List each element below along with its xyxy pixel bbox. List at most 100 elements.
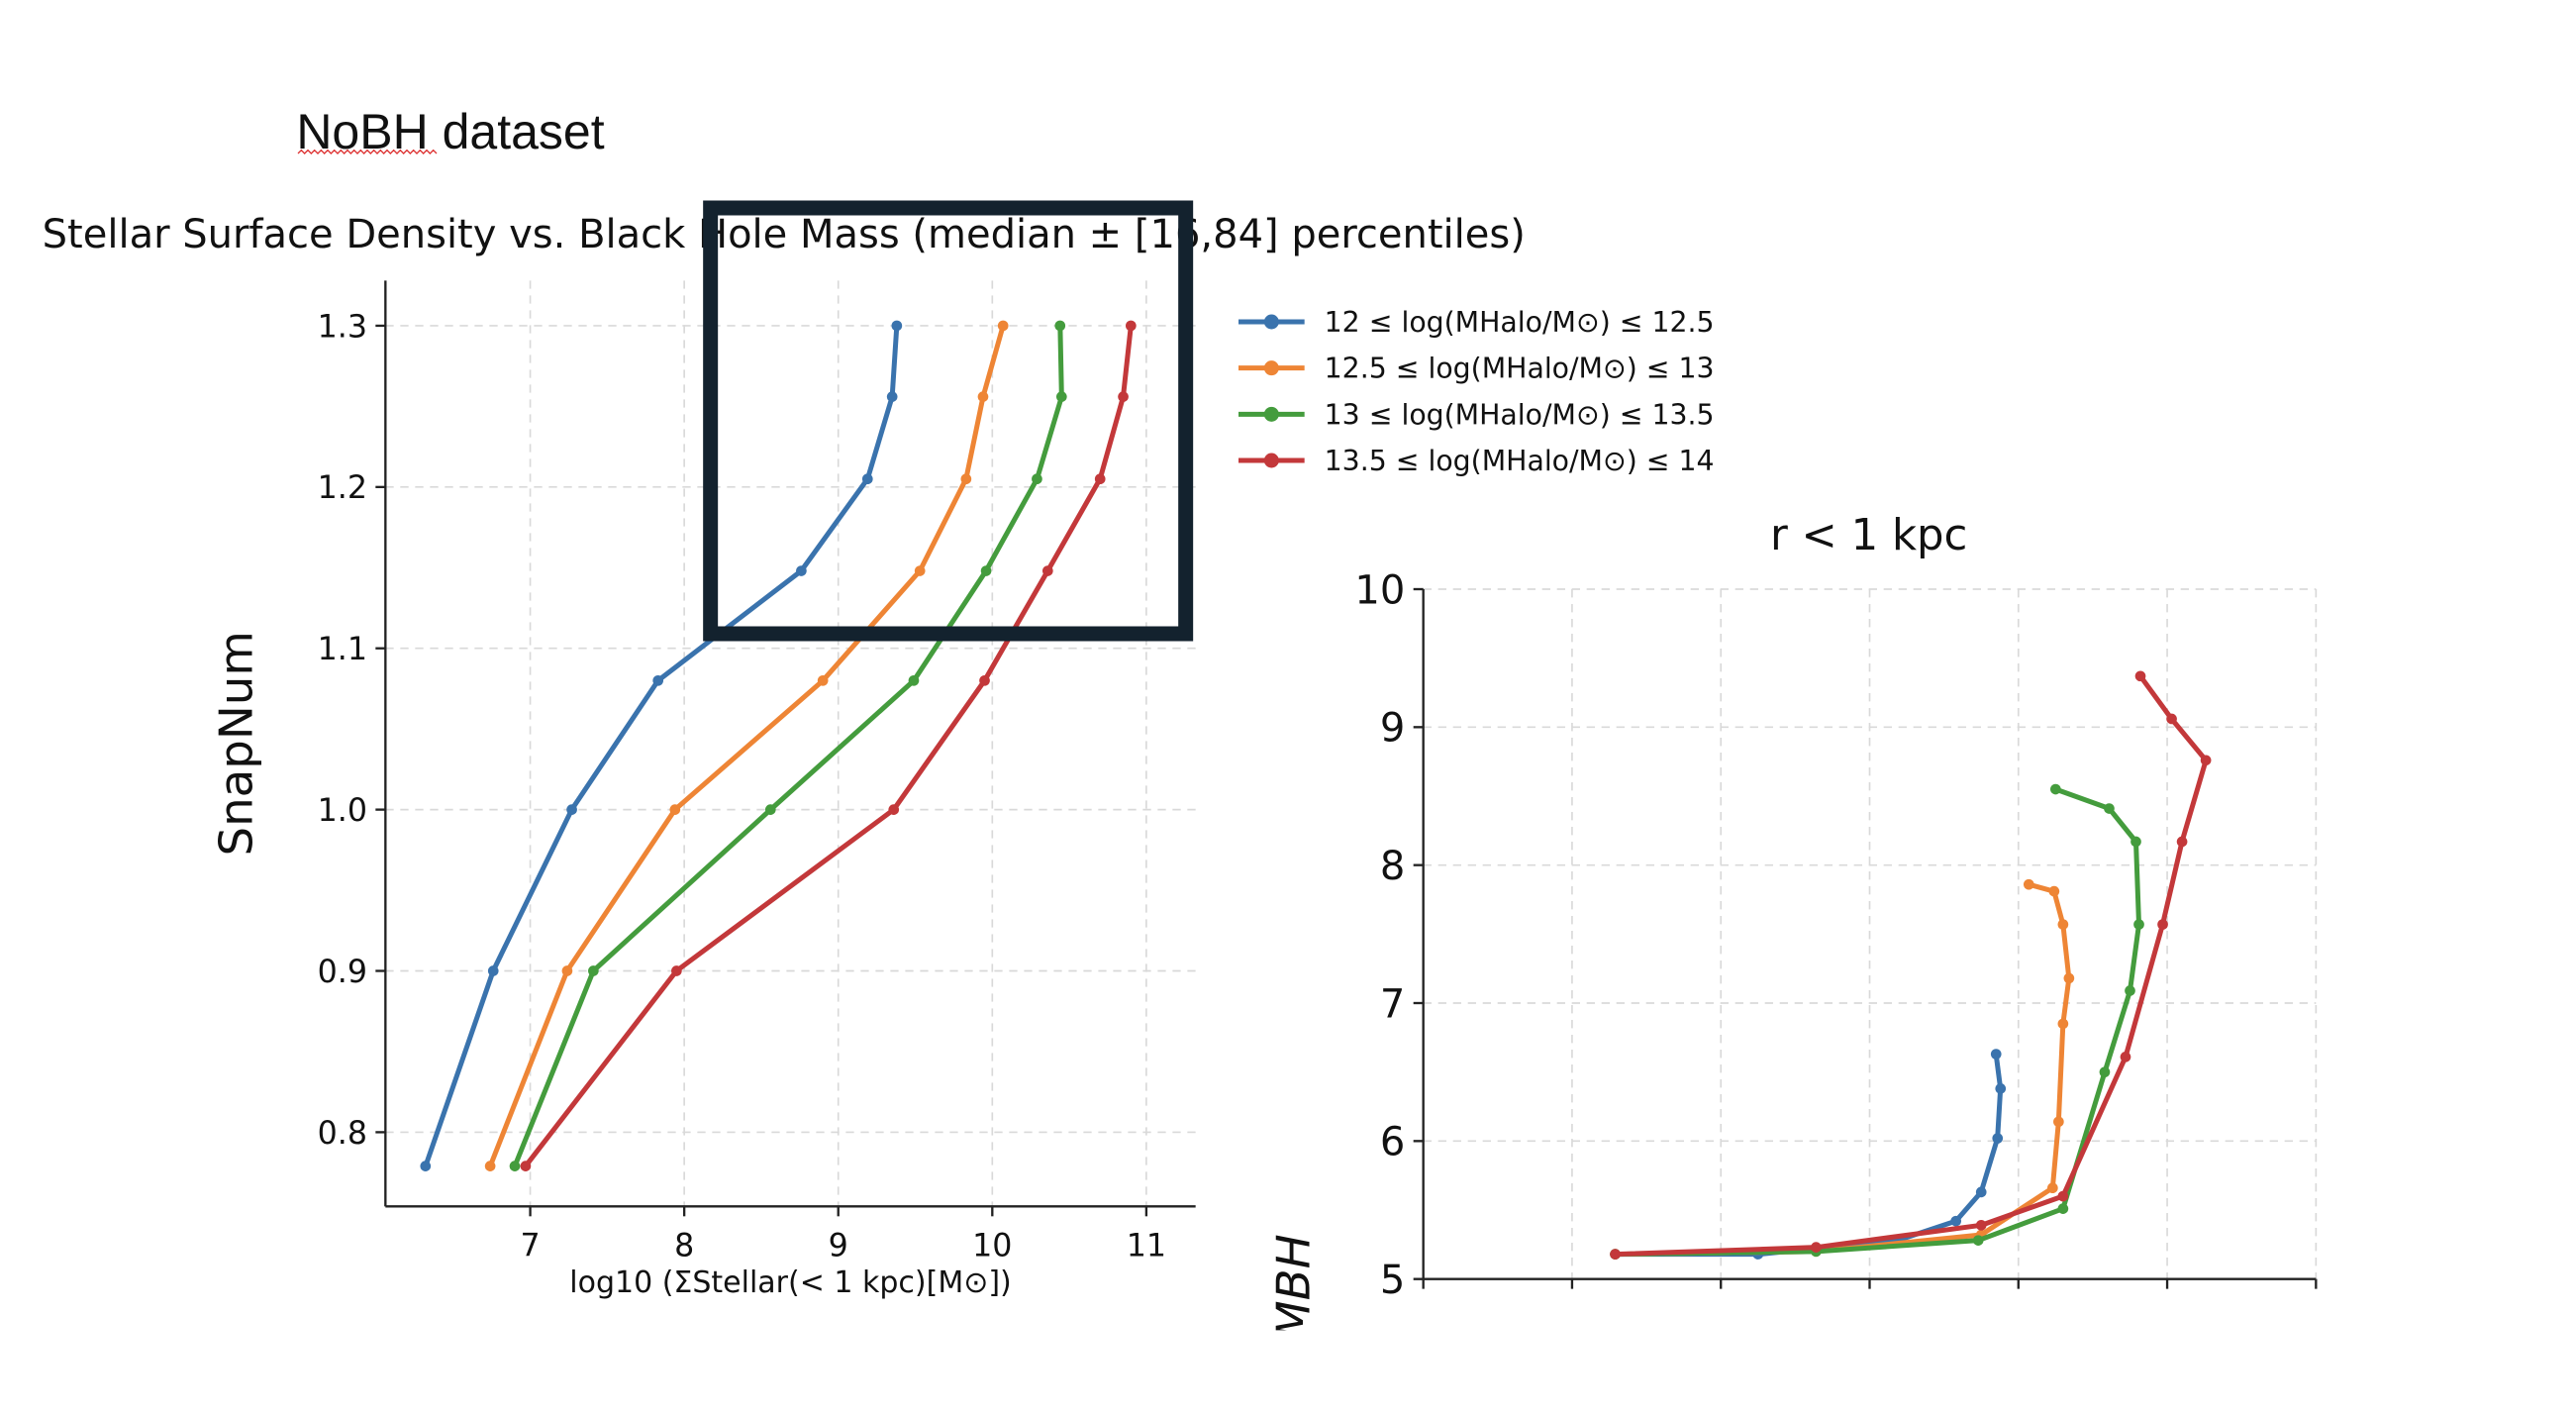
point [566, 804, 577, 815]
point [1041, 565, 1053, 576]
point [886, 391, 898, 402]
point [2125, 985, 2135, 996]
legend-marker [1263, 314, 1279, 330]
point [2057, 1203, 2069, 1214]
point [2120, 1052, 2131, 1062]
point [2048, 885, 2060, 897]
point [1950, 1215, 1961, 1227]
point [1054, 320, 1066, 332]
point [487, 965, 499, 976]
point [997, 320, 1009, 332]
y-tick-label: 5 [1380, 1258, 1405, 1303]
series-line [523, 325, 1134, 1168]
point [977, 391, 989, 402]
legend-marker [1263, 360, 1279, 376]
point [914, 565, 926, 576]
x-tick-label: 11 [1127, 1228, 1166, 1264]
y-tick-label: 1.1 [318, 632, 367, 667]
y-tick-label: 1.2 [318, 470, 367, 506]
point [1125, 320, 1137, 332]
point [1118, 391, 1129, 402]
chart-title: r < 1 kpc [1770, 511, 1967, 560]
series-line [1615, 1054, 2004, 1258]
point [980, 565, 992, 576]
point [1610, 1249, 1621, 1260]
point [888, 804, 900, 815]
point [2176, 836, 2188, 848]
x-tick-label: 10 [972, 1228, 1012, 1264]
point [588, 965, 599, 976]
legend-marker [1263, 453, 1279, 468]
x-tick-label: 7 [520, 1228, 540, 1264]
legend-label: 12.5 ≤ log(MHalo/M⊙) ≤ 13 [1325, 353, 1715, 385]
point [1990, 1049, 2002, 1060]
series-line [1615, 786, 2141, 1258]
y-tick-label: 10 [1354, 567, 1405, 613]
point [2130, 836, 2141, 848]
point [979, 674, 990, 686]
point [669, 804, 681, 815]
point [764, 804, 776, 815]
point [484, 1161, 496, 1171]
point [2157, 919, 2168, 930]
series-line [487, 325, 1006, 1167]
y-tick-label: 6 [1380, 1120, 1405, 1165]
point [1811, 1242, 1822, 1253]
point [1032, 473, 1042, 485]
point [960, 473, 972, 485]
legend-label: 13 ≤ log(MHalo/M⊙) ≤ 13.5 [1325, 398, 1715, 431]
y-tick-label: 0.8 [318, 1116, 367, 1152]
point [2057, 1018, 2069, 1030]
point [509, 1161, 521, 1171]
point [2047, 1182, 2058, 1194]
series-line [1615, 674, 2209, 1258]
point [2053, 1116, 2064, 1128]
y-axis-label: SnapNum [210, 631, 263, 856]
y-tick-label: 1.3 [318, 309, 367, 345]
x-axis-label: log10 (ΣStellar(< 1 kpc)[M⊙]) [569, 1265, 1012, 1300]
series-line [512, 325, 1064, 1167]
point [2099, 1066, 2111, 1077]
point [1975, 1219, 1987, 1231]
point [2057, 919, 2069, 930]
point [908, 674, 920, 686]
point [796, 565, 807, 576]
y-tick-label: 7 [1380, 981, 1405, 1027]
point [2063, 972, 2075, 984]
point [1992, 1133, 2004, 1144]
point [520, 1161, 532, 1171]
y-tick-label: 8 [1380, 844, 1405, 889]
y-tick-label: 9 [1380, 706, 1405, 752]
point [1995, 1083, 2007, 1094]
series-line [1615, 881, 2072, 1258]
point [2133, 919, 2144, 930]
legend-label: 13.5 ≤ log(MHalo/M⊙) ≤ 14 [1325, 445, 1715, 477]
point [2166, 713, 2177, 725]
chart-title: Stellar Surface Density vs. Black Hole M… [43, 212, 1526, 257]
x-tick-label: 8 [674, 1228, 694, 1264]
y-tick-label: 1.0 [318, 793, 367, 829]
point [861, 473, 873, 485]
point [652, 674, 664, 686]
point [671, 965, 682, 976]
legend-marker [1263, 406, 1279, 422]
legend-label: 12 ≤ log(MHalo/M⊙) ≤ 12.5 [1325, 306, 1715, 339]
point [2023, 878, 2034, 890]
point [817, 674, 829, 686]
point [1972, 1235, 1984, 1246]
point [2104, 803, 2115, 814]
point [2050, 783, 2061, 795]
spellcheck-underline [297, 149, 438, 154]
series-line [423, 325, 900, 1167]
point [2057, 1190, 2069, 1202]
point [1055, 391, 1067, 402]
y-tick-label: 0.9 [318, 955, 367, 990]
point [561, 965, 573, 976]
highlight-box [703, 200, 1194, 642]
point [1094, 473, 1106, 485]
y-axis-label: MBH [1268, 1234, 1322, 1340]
x-tick-label: 9 [829, 1228, 848, 1264]
point [2134, 670, 2146, 682]
